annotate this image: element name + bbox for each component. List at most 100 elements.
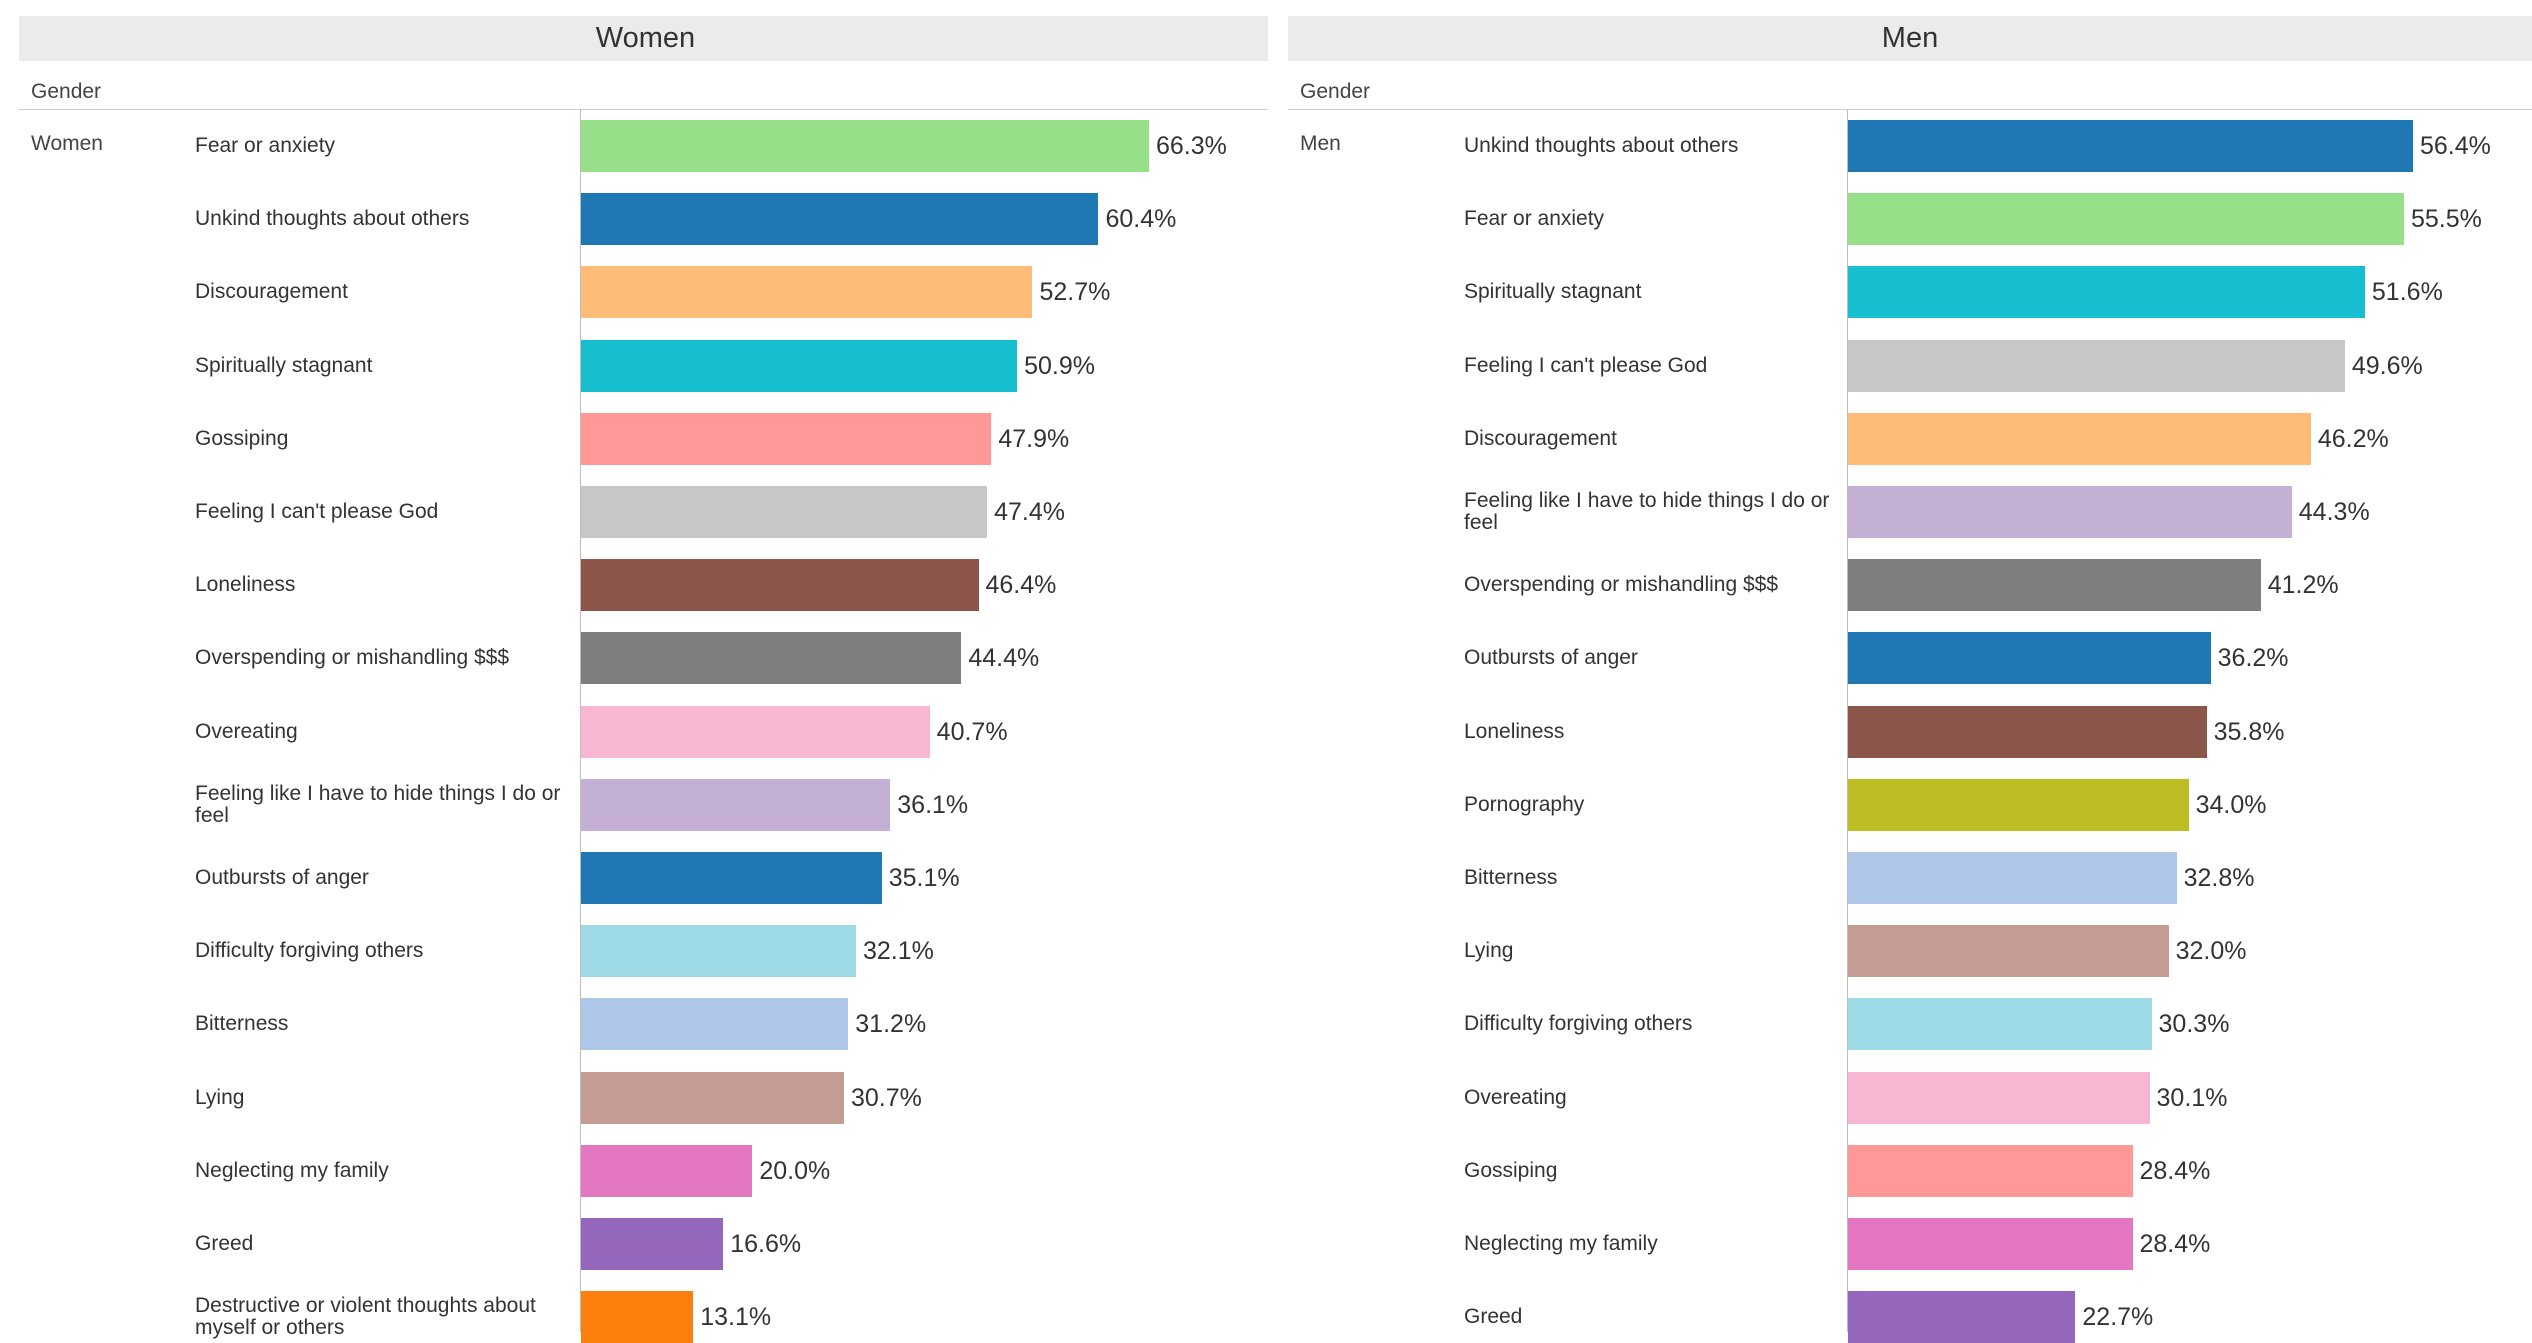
category-label: Difficulty forgiving others — [1464, 1012, 1693, 1036]
value-label: 47.4% — [994, 498, 1065, 526]
bar — [1848, 120, 2413, 172]
bar — [581, 120, 1149, 172]
category-label: Loneliness — [1464, 719, 1565, 743]
value-label: 22.7% — [2082, 1303, 2154, 1332]
value-label: 16.6% — [730, 1230, 802, 1258]
category-label: Gossiping — [1464, 1158, 1558, 1182]
bar — [1848, 486, 2292, 538]
category-label: Lying — [195, 1085, 245, 1109]
value-label: 36.1% — [897, 790, 969, 819]
bar — [581, 778, 891, 831]
bar — [1848, 1218, 2133, 1270]
row-header: Gender — [31, 80, 102, 103]
category-label: Pornography — [1464, 792, 1585, 816]
category-label: Lying — [1464, 939, 1514, 963]
value-label: 55.5% — [2410, 205, 2482, 234]
category-label: Overspending or mishandling $$$ — [195, 646, 510, 670]
bar — [1848, 998, 2152, 1051]
bar — [1848, 1071, 2150, 1124]
value-label: 66.3% — [1156, 132, 1227, 160]
bar — [1848, 339, 2345, 392]
bar — [581, 486, 988, 538]
category-label: Feeling I can't please God — [1464, 353, 1708, 377]
value-label: 49.6% — [2351, 351, 2423, 380]
value-label: 35.8% — [2213, 717, 2285, 746]
category-label: Difficulty forgiving others — [195, 939, 424, 963]
value-label: 41.2% — [2267, 571, 2339, 600]
bar — [1848, 632, 2211, 685]
value-label: 44.3% — [2298, 498, 2370, 526]
value-label: 20.0% — [759, 1156, 831, 1185]
category-label: Overeating — [195, 719, 298, 743]
category-label: Bitterness — [1464, 866, 1558, 889]
category-label: Gossiping — [195, 426, 289, 450]
value-label: 28.4% — [2139, 1156, 2211, 1185]
value-label: 36.2% — [2217, 644, 2289, 673]
value-label: 35.1% — [888, 864, 960, 892]
value-label: 32.8% — [2183, 864, 2255, 892]
bar — [581, 1144, 753, 1197]
value-label: 32.0% — [2175, 937, 2247, 966]
panel-title: Men — [1288, 16, 2532, 61]
bar — [1848, 1291, 2076, 1343]
value-label: 30.3% — [2158, 1010, 2230, 1039]
category-label: Outbursts of anger — [195, 866, 369, 889]
bar — [1848, 193, 2404, 246]
value-label: 13.1% — [700, 1303, 772, 1332]
bar — [1848, 705, 2207, 758]
value-label: 28.4% — [2139, 1230, 2211, 1258]
bar — [581, 266, 1033, 319]
axis-line — [1847, 109, 1848, 1332]
value-label: 52.7% — [1039, 278, 1111, 307]
men-panel: Men Gender Men Unkind thoughts about oth… — [1268, 0, 2532, 1343]
category-label: Feeling like I have to hide things I do … — [1464, 489, 1830, 534]
bar — [581, 705, 930, 758]
bar — [1848, 266, 2365, 319]
category-label: Unkind thoughts about others — [1464, 134, 1739, 157]
category-label: Fear or anxiety — [195, 134, 336, 157]
category-label: Outbursts of anger — [1464, 646, 1638, 670]
category-label: Overeating — [1464, 1085, 1567, 1109]
category-label: Destructive or violent thoughts about my… — [195, 1294, 536, 1340]
category-label: Discouragement — [1464, 426, 1617, 450]
category-label: Feeling like I have to hide things I do … — [195, 781, 561, 827]
category-label: Feeling I can't please God — [195, 500, 439, 523]
value-label: 50.9% — [1024, 351, 1095, 380]
category-label: Neglecting my family — [1464, 1232, 1658, 1255]
bar — [1848, 559, 2261, 612]
bar — [581, 1218, 724, 1270]
value-label: 31.2% — [855, 1010, 927, 1039]
gender-value: Men — [1300, 132, 1341, 155]
category-label: Fear or anxiety — [1464, 207, 1605, 231]
bar — [1848, 852, 2177, 904]
bar — [581, 1291, 694, 1343]
category-label: Spiritually stagnant — [195, 353, 373, 377]
panel-title: Women — [19, 16, 1272, 61]
bar — [581, 998, 849, 1051]
value-label: 32.1% — [863, 937, 934, 966]
value-label: 46.4% — [985, 571, 1057, 600]
bar — [581, 559, 979, 612]
value-label: 46.2% — [2317, 424, 2389, 453]
category-label: Discouragement — [195, 280, 348, 304]
bar — [581, 412, 992, 465]
category-label: Bitterness — [195, 1012, 289, 1036]
value-label: 51.6% — [2371, 278, 2443, 307]
category-label: Greed — [195, 1232, 254, 1255]
women-panel: Women Gender Women Fear or anxiety 66.3% U… — [0, 0, 1272, 1343]
gender-value: Women — [31, 132, 103, 155]
value-label: 56.4% — [2420, 132, 2491, 160]
value-label: 30.1% — [2156, 1083, 2228, 1112]
category-label: Neglecting my family — [195, 1158, 389, 1182]
bar — [581, 193, 1099, 246]
value-label: 44.4% — [968, 644, 1040, 673]
value-label: 47.9% — [998, 424, 1070, 453]
bar — [581, 1071, 844, 1124]
category-label: Overspending or mishandling $$$ — [1464, 573, 1779, 597]
value-label: 40.7% — [936, 717, 1008, 746]
value-label: 34.0% — [2195, 790, 2267, 819]
header-rule — [1288, 109, 2532, 110]
category-label: Unkind thoughts about others — [195, 207, 470, 231]
axis-line — [580, 109, 581, 1332]
category-label: Spiritually stagnant — [1464, 280, 1642, 304]
